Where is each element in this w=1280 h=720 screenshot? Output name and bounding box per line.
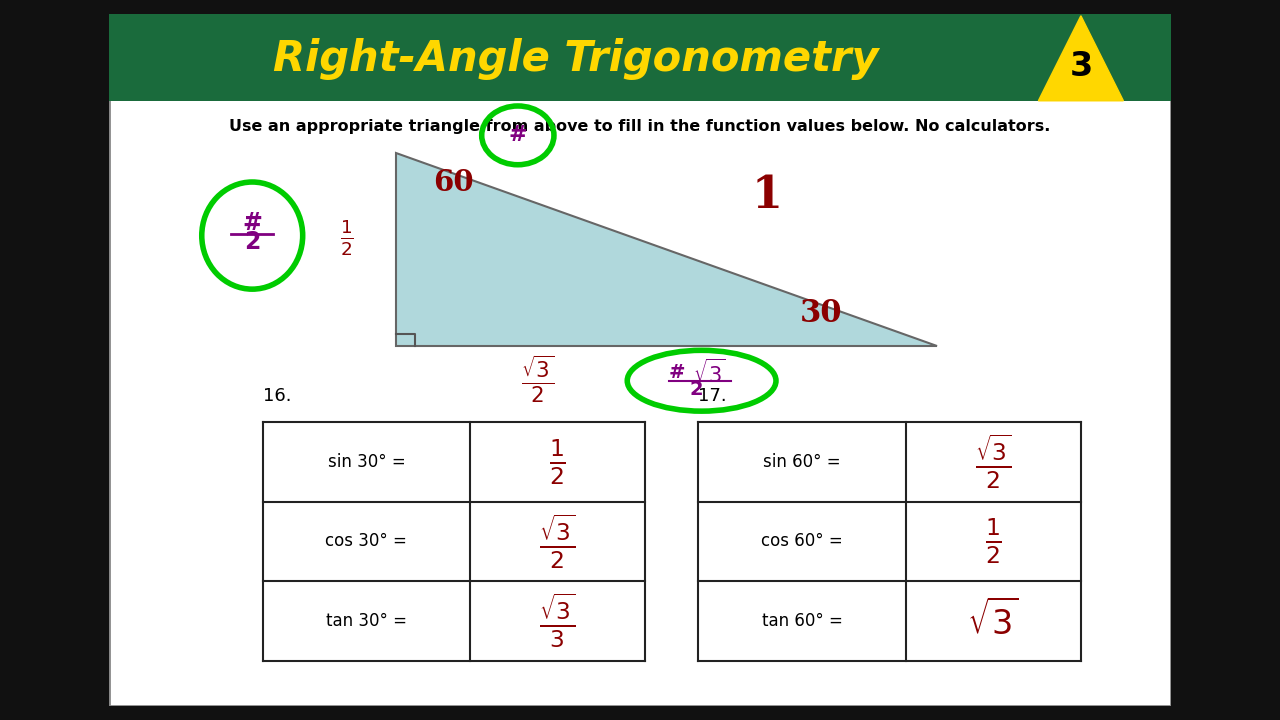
Text: cos 60° =: cos 60° = — [762, 533, 844, 550]
Text: #: # — [669, 363, 685, 382]
Text: #: # — [508, 125, 527, 145]
Text: $\frac{1}{2}$: $\frac{1}{2}$ — [549, 437, 566, 487]
Text: cos 30° =: cos 30° = — [325, 533, 407, 550]
Text: $\frac{\sqrt{3}}{3}$: $\frac{\sqrt{3}}{3}$ — [539, 592, 576, 650]
Bar — [109, 14, 1171, 101]
Text: 3: 3 — [1069, 50, 1093, 83]
Polygon shape — [1038, 16, 1124, 101]
Text: $\frac{\sqrt{3}}{2}$: $\frac{\sqrt{3}}{2}$ — [521, 354, 554, 405]
Text: sin 60° =: sin 60° = — [763, 453, 841, 471]
Polygon shape — [396, 153, 937, 346]
Text: Use an appropriate triangle from above to fill in the function values below. No : Use an appropriate triangle from above t… — [229, 119, 1051, 134]
Text: tan 30° =: tan 30° = — [326, 612, 407, 630]
Text: 1: 1 — [751, 174, 782, 217]
Text: Right-Angle Trigonometry: Right-Angle Trigonometry — [274, 38, 879, 81]
Text: $\frac{1}{2}$: $\frac{1}{2}$ — [984, 517, 1002, 566]
Text: 30: 30 — [800, 298, 842, 329]
Text: #: # — [242, 211, 262, 235]
Text: 2: 2 — [244, 230, 260, 254]
Text: 2: 2 — [690, 379, 703, 399]
Text: $\frac{\sqrt{3}}{2}$: $\frac{\sqrt{3}}{2}$ — [975, 433, 1011, 491]
Text: $\frac{1}{2}$: $\frac{1}{2}$ — [340, 218, 355, 258]
Text: $\sqrt{3}$: $\sqrt{3}$ — [968, 600, 1019, 642]
Text: 17.: 17. — [699, 387, 727, 405]
Text: $\sqrt{3}$: $\sqrt{3}$ — [692, 359, 726, 387]
Text: 16.: 16. — [262, 387, 292, 405]
Text: $\frac{\sqrt{3}}{2}$: $\frac{\sqrt{3}}{2}$ — [539, 512, 576, 571]
Text: 60: 60 — [433, 168, 474, 197]
Text: sin 30° =: sin 30° = — [328, 453, 406, 471]
Text: tan 60° =: tan 60° = — [762, 612, 842, 630]
